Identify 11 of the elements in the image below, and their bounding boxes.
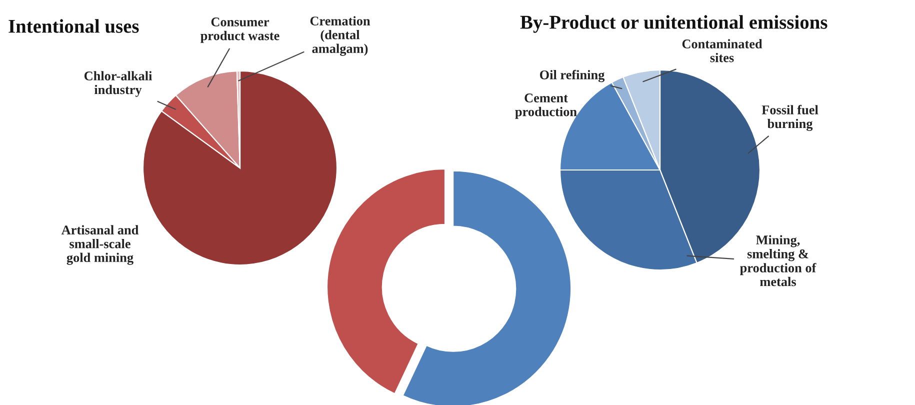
slice-label: Oil refining: [540, 70, 605, 82]
slice-label: Cremation (dental amalgam): [310, 16, 370, 56]
slice-label: Artisanal and small-scale gold mining: [61, 225, 139, 265]
slice-label: Chlor-alkali industry: [84, 71, 152, 97]
chart-title: By-Product or unitentional emissions: [520, 15, 828, 33]
slice-label: Cement production: [515, 94, 577, 119]
slice-label: Mining, smelting & production of metals: [740, 235, 816, 286]
slice-label: Consumer product waste: [200, 18, 280, 43]
chart-title: Intentional uses: [8, 19, 139, 33]
slice-label: Contaminated sites: [682, 39, 762, 62]
slice-label: Fossil fuel burning: [762, 104, 818, 131]
